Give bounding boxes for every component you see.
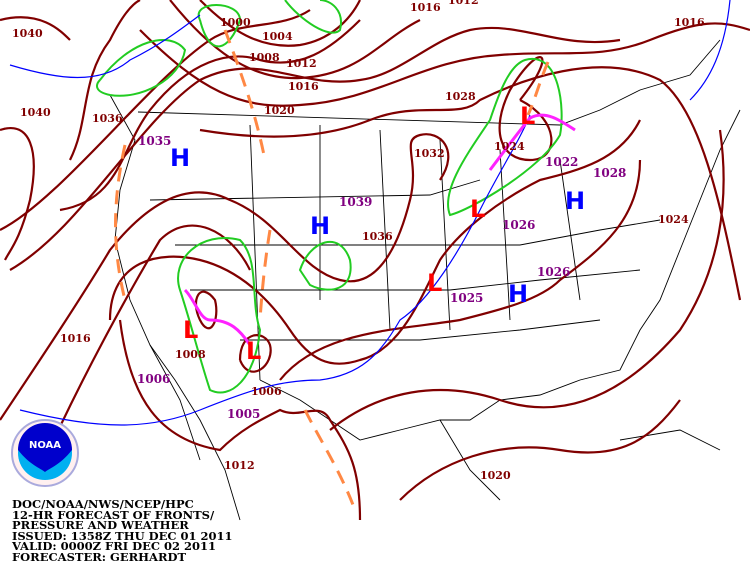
center-pressure-label: 1022 (545, 155, 578, 169)
center-pressure-labels: 1035 1039 1022 1028 1026 1026 1025 1006 1005 (137, 134, 626, 421)
low-pressure-marker: L (520, 102, 535, 130)
isobar-label: 1024 (658, 213, 689, 226)
isobar-label: 1036 (92, 112, 123, 125)
isobar-label: 1016 (410, 1, 441, 14)
map-info-block: DOC/NOAA/NWS/NCEP/HPC 12-HR FORECAST OF … (12, 497, 233, 562)
center-pressure-label: 1026 (502, 218, 535, 232)
isobar-label: 1036 (362, 230, 393, 243)
isobar-labels: 1040 1040 1036 1000 1004 1008 1012 1016 1020 1016… (12, 0, 705, 482)
center-pressure-label: 1025 (450, 291, 483, 305)
cold-front-west (9, 14, 201, 79)
isobar-label: 1012 (224, 459, 255, 472)
center-pressure-label: 1026 (537, 265, 570, 279)
political-borders (109, 39, 741, 521)
issued-time: ISSUED: 1358Z THU DEC 01 2011 (12, 528, 233, 543)
isobar-label: 1024 (494, 140, 525, 153)
isobar-label: 1004 (262, 30, 293, 43)
agency-line: DOC/NOAA/NWS/NCEP/HPC (12, 497, 194, 511)
high-pressure-marker: H (310, 212, 330, 240)
isobar-label: 1006 (251, 385, 282, 398)
high-pressure-marker: H (565, 187, 585, 215)
noaa-logo-text: NOAA (29, 440, 61, 451)
cold-front-south (19, 114, 531, 426)
isobars (0, 0, 750, 521)
low-pressure-marker: L (246, 337, 261, 365)
isobar-label: 1016 (288, 80, 319, 93)
isobar-label: 1012 (448, 0, 479, 7)
isobar-label: 1040 (12, 27, 43, 40)
isobar-label: 1000 (220, 16, 251, 29)
fronts (9, 0, 731, 426)
precipitation-areas (96, 0, 563, 394)
isobar-label: 1020 (264, 104, 295, 117)
isobar-label: 1008 (175, 348, 206, 361)
isobar-label: 1016 (60, 332, 91, 345)
isobar-label: 1020 (480, 469, 511, 482)
center-pressure-label: 1005 (227, 407, 260, 421)
occluded-front-west (183, 288, 252, 346)
center-pressure-label: 1028 (593, 166, 626, 180)
product-subtitle-line: PRESSURE AND WEATHER (12, 518, 189, 533)
low-pressure-marker: L (427, 269, 442, 297)
isobar-label: 1008 (249, 51, 280, 64)
isobar-label: 1032 (414, 147, 445, 160)
isobar-label: 1016 (674, 16, 705, 29)
isobar-label: 1040 (20, 106, 51, 119)
center-pressure-label: 1006 (137, 372, 170, 386)
high-pressure-marker: H (170, 144, 190, 172)
isobar-label: 1012 (286, 57, 317, 70)
isobar-label: 1028 (445, 90, 476, 103)
noaa-logo: NOAA (11, 419, 79, 487)
high-pressure-marker: H (508, 280, 528, 308)
center-pressure-label: 1039 (339, 195, 372, 209)
high-pressure-centers: H H H H (170, 144, 585, 308)
occluded-front-east (488, 113, 576, 171)
low-pressure-marker: L (470, 195, 485, 223)
forecaster: FORECASTER: GERHARDT (12, 549, 187, 562)
center-pressure-label: 1035 (138, 134, 171, 148)
troughs (114, 29, 550, 511)
low-pressure-centers: L L L L L (183, 102, 535, 365)
valid-time: VALID: 0000Z FRI DEC 02 2011 (12, 539, 217, 554)
product-title-line: 12-HR FORECAST OF FRONTS/ (12, 507, 215, 522)
cold-front-east (689, 0, 731, 101)
low-pressure-marker: L (183, 316, 198, 344)
